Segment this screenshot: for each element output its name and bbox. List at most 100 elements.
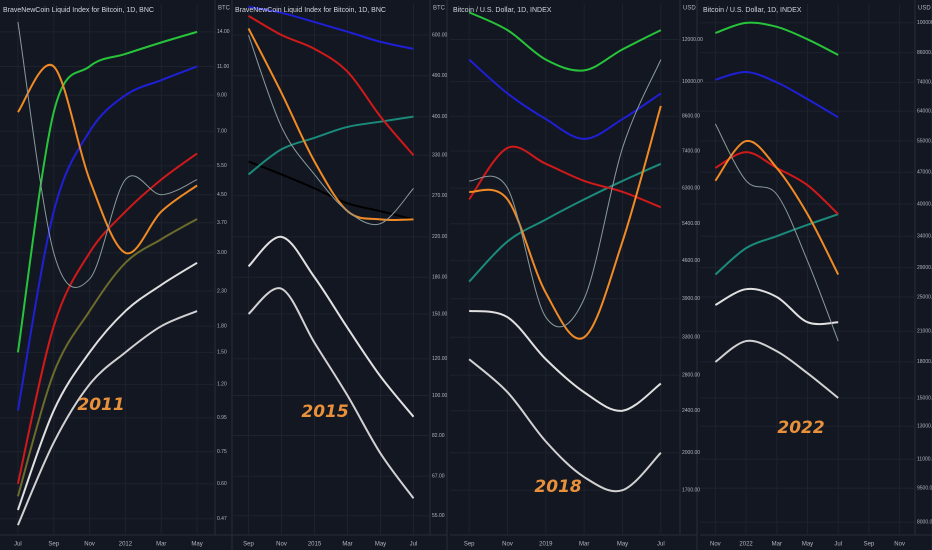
y-tick-label: 3300.00 [682, 335, 700, 341]
y-tick-label: 10000.00 [682, 79, 703, 85]
y-tick-label: 5.50 [217, 163, 227, 169]
axis-label: USD [683, 6, 696, 12]
y-tick-label: 3.00 [217, 250, 227, 256]
chart-title: BraveNewCoin Liquid Index for Bitcoin, 1… [235, 7, 386, 14]
y-tick-label: 86000.00 [917, 50, 932, 56]
y-tick-label: 2000.00 [682, 450, 700, 456]
chart-title: Bitcoin / U.S. Dollar, 1D, INDEX [703, 7, 802, 14]
y-tick-label: 2800.00 [682, 372, 700, 378]
y-tick-label: 0.95 [217, 415, 227, 421]
x-tick-label: Sep [48, 542, 59, 548]
y-tick-label: 15000.00 [917, 395, 932, 401]
series-line [248, 34, 414, 226]
x-tick-label: Mar [342, 542, 352, 548]
y-tick-label: 7.00 [217, 129, 227, 135]
x-tick-label: Jul [657, 542, 665, 548]
y-tick-label: 490.00 [432, 73, 448, 79]
y-tick-label: 9.00 [217, 93, 227, 99]
y-tick-label: 8000.00 [917, 520, 932, 526]
annotation: 2011 [77, 395, 124, 415]
y-tick-label: 0.60 [217, 481, 227, 487]
y-tick-label: 29000.00 [917, 265, 932, 271]
y-tick-label: 64000.00 [917, 108, 932, 114]
series-line [714, 140, 840, 275]
series-line [714, 287, 839, 326]
y-tick-label: 25000.00 [917, 294, 932, 300]
y-tick-label: 13000.00 [917, 424, 932, 430]
y-tick-label: 1700.00 [682, 488, 700, 494]
y-tick-label: 400.00 [432, 114, 448, 120]
y-tick-label: 180.00 [432, 275, 448, 281]
series-line [17, 63, 198, 255]
y-tick-label: 330.00 [432, 153, 448, 159]
series-line [715, 21, 839, 56]
series-line [247, 287, 415, 499]
series-line [16, 30, 198, 353]
x-tick-label: Nov [502, 542, 513, 548]
y-tick-label: 2400.00 [682, 408, 700, 414]
series-line [468, 11, 662, 72]
y-tick-label: 1.80 [217, 324, 227, 330]
series-line [468, 105, 662, 340]
y-tick-label: 18000.00 [917, 359, 932, 365]
x-tick-label: Nov [84, 542, 95, 548]
series-line [468, 162, 662, 283]
series-line [468, 145, 662, 209]
chart-title: BraveNewCoin Liquid Index for Bitcoin, 1… [3, 7, 154, 14]
y-tick-label: 600.00 [432, 32, 448, 38]
x-tick-label: Nov [710, 542, 721, 548]
y-tick-label: 74000.00 [917, 80, 932, 86]
y-tick-label: 4600.00 [682, 258, 700, 264]
x-tick-label: Sep [864, 542, 875, 548]
series-line [16, 152, 198, 485]
y-tick-label: 11.00 [217, 64, 229, 70]
y-tick-label: 270.00 [432, 193, 448, 199]
y-tick-label: 47000.00 [917, 169, 932, 175]
annotation: 2022 [777, 418, 824, 438]
x-tick-label: Jul [14, 542, 22, 548]
x-tick-label: May [802, 542, 813, 548]
y-tick-label: 1.50 [217, 350, 227, 356]
y-tick-label: 0.47 [217, 516, 227, 522]
series-line [468, 358, 662, 493]
y-tick-label: 82.00 [432, 433, 445, 439]
x-tick-label: May [375, 542, 386, 548]
y-tick-label: 21000.00 [917, 329, 932, 335]
series-line [16, 310, 198, 526]
x-tick-label: May [617, 542, 628, 548]
y-tick-label: 14.00 [217, 29, 230, 35]
x-tick-label: 2015 [308, 542, 322, 548]
series-line [715, 70, 839, 119]
y-tick-label: 150.00 [432, 311, 448, 317]
series-line [16, 65, 198, 411]
x-tick-label: 2019 [539, 542, 553, 548]
y-tick-label: 220.00 [432, 234, 448, 240]
series-line [714, 123, 839, 342]
y-tick-label: 7400.00 [682, 148, 700, 154]
y-tick-label: 8600.00 [682, 114, 700, 120]
y-tick-label: 55.00 [432, 513, 445, 519]
x-tick-label: Sep [243, 542, 254, 548]
series-line [248, 5, 414, 50]
y-tick-label: 9500.00 [917, 486, 932, 492]
y-tick-label: 67.00 [432, 473, 445, 479]
chart-title: Bitcoin / U.S. Dollar, 1D, INDEX [453, 7, 552, 14]
x-tick-label: 2022 [739, 542, 753, 548]
axis-label: BTC [218, 6, 231, 12]
annotation: 2015 [301, 402, 348, 422]
y-tick-label: 11000.00 [917, 457, 932, 463]
y-tick-label: 120.00 [432, 356, 448, 362]
series-line [468, 58, 662, 140]
x-tick-label: Jul [410, 542, 418, 548]
series-line [247, 27, 414, 221]
y-tick-label: 34000.00 [917, 233, 932, 239]
y-tick-label: 0.75 [217, 449, 227, 455]
x-tick-label: Mar [579, 542, 589, 548]
y-tick-label: 100.00 [432, 393, 448, 399]
series-line [16, 261, 198, 511]
series-line [247, 14, 415, 156]
x-tick-label: Nov [894, 542, 905, 548]
axis-label: USD [918, 6, 931, 12]
y-tick-label: 12000.00 [682, 37, 703, 43]
